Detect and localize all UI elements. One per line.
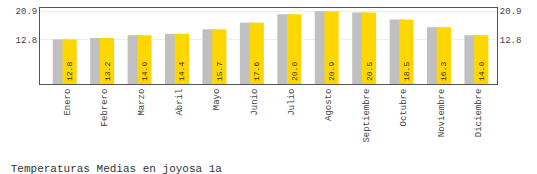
svg-text:Septiembre: Septiembre: [362, 89, 372, 143]
svg-text:12.8: 12.8: [500, 36, 522, 46]
svg-text:20.5: 20.5: [365, 62, 374, 81]
svg-text:Abril: Abril: [175, 89, 185, 116]
svg-text:Junio: Junio: [250, 89, 260, 116]
svg-text:20.9: 20.9: [500, 7, 522, 17]
svg-text:Temperaturas Medias en joyosa: Temperaturas Medias en joyosa 1a: [11, 163, 223, 174]
svg-text:15.7: 15.7: [215, 62, 224, 81]
svg-text:12.8: 12.8: [65, 62, 74, 81]
svg-text:Octubre: Octubre: [399, 89, 409, 127]
svg-text:Enero: Enero: [63, 89, 73, 116]
svg-text:Febrero: Febrero: [100, 89, 110, 127]
svg-text:Marzo: Marzo: [137, 89, 147, 116]
svg-text:18.5: 18.5: [402, 62, 411, 81]
svg-text:20.9: 20.9: [16, 7, 38, 17]
svg-text:12.8: 12.8: [16, 36, 38, 46]
svg-text:Diciembre: Diciembre: [474, 89, 484, 138]
svg-text:Agosto: Agosto: [325, 89, 335, 121]
svg-text:20.9: 20.9: [327, 62, 336, 81]
svg-text:20.0: 20.0: [290, 62, 299, 81]
svg-text:Noviembre: Noviembre: [437, 89, 447, 138]
svg-text:14.4: 14.4: [177, 62, 186, 81]
svg-text:13.2: 13.2: [103, 62, 112, 81]
svg-text:14.0: 14.0: [477, 62, 486, 81]
svg-text:Julio: Julio: [287, 89, 297, 116]
svg-text:17.6: 17.6: [252, 62, 261, 81]
svg-text:14.0: 14.0: [140, 62, 149, 81]
svg-text:Mayo: Mayo: [212, 89, 222, 111]
svg-text:16.3: 16.3: [439, 62, 448, 81]
